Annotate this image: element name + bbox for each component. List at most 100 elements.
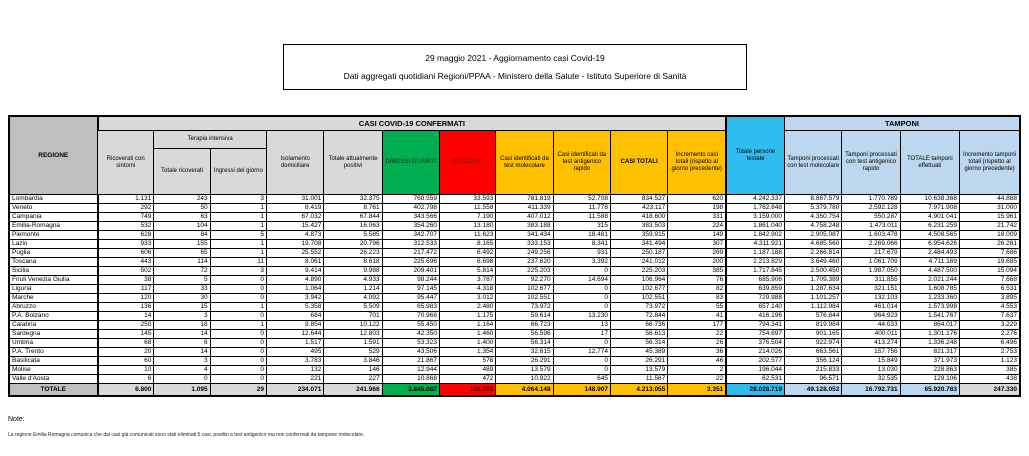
cell-incremento_tamponi_totali: 7.686 (959, 248, 1021, 258)
cell-casi_totali: 359.915 (609, 230, 669, 240)
cell-ricoverati_con_sintomi: 20 (96, 347, 155, 357)
cell-deceduti: 13.180 (438, 221, 497, 231)
table-row: Friuli Venezia Giulia 38 5 0 4.890 4.933 98.24… (8, 275, 1021, 285)
cell-casi_test_antigenico: 14.694 (552, 275, 611, 285)
header-persone-testate: Totale persone testate (725, 115, 786, 195)
cell-dimessi_guariti: 343.566 (381, 212, 440, 222)
cell-dimessi_guariti: 97.145 (381, 284, 440, 294)
cell-incremento_tamponi_totali: 1.123 (959, 356, 1021, 366)
cell-totale_tamponi_effettuati: 1.573.998 (899, 302, 961, 312)
cell-totale_attualmente_positivi: 16.063 (323, 221, 383, 231)
table-row: Lazio 933 155 1 19.708 20.796 312.533 8.165 333.… (8, 239, 1021, 249)
table-row: Sicilia 502 72 3 9.414 9.988 209.401 5.814 225.2… (8, 266, 1021, 276)
cell-incremento_tamponi_totali: 31.000 (959, 203, 1021, 213)
cell-tamponi_test_antigenico: 400.011 (841, 329, 901, 339)
cell-incremento_casi_totali: 22 (667, 374, 727, 384)
cell-dimessi_guariti: 43.506 (381, 347, 440, 357)
cell-casi_test_molecolare: 225.203 (495, 266, 554, 276)
cell-totale_attualmente_positivi: 5.585 (323, 230, 383, 240)
cell-isolamento_domiciliare: 5.358 (265, 302, 325, 312)
cell-casi_totali: 423.117 (609, 203, 669, 213)
header-incremento-casi: Incremento casi totali (rispetto al gior… (667, 130, 727, 195)
cell-tamponi_test_antigenico: 1.603.478 (841, 230, 901, 240)
cell-tamponi_test_antigenico: 32.535 (841, 374, 901, 384)
report-title: 29 maggio 2021 - Aggiornamento casi Covi… (425, 53, 605, 63)
cell-isolamento_domiciliare: 1.064 (265, 284, 325, 294)
cell-terapia_intensiva_totale: 84 (153, 230, 211, 240)
cell-totale_tamponi_effettuati: 4.508.565 (899, 230, 961, 240)
cell-totale_tamponi_effettuati: 7.971.908 (899, 203, 961, 213)
cell-isolamento_domiciliare: 4.890 (265, 275, 325, 285)
header-isolamento: Isolamento domiciliare (265, 130, 325, 195)
region-name: Sardegna (8, 329, 99, 339)
cell-tamponi_test_antigenico: 1.987.050 (841, 266, 901, 276)
cell-dimessi_guariti: 3.845.087 (381, 383, 440, 397)
cell-casi_test_antigenico: 12.774 (552, 347, 611, 357)
table-row: Valle d'Aosta 6 0 0 221 227 10.868 472 10.922 645… (8, 374, 1021, 384)
header-casi-molecolare: Casi identificati da test molecolare (495, 130, 554, 195)
cell-terapia_intensiva_ingressi: 1 (209, 212, 268, 222)
cell-casi_totali: 418.600 (609, 212, 669, 222)
cell-tamponi_test_antigenico: 44.033 (841, 320, 901, 330)
region-name: Umbria (8, 338, 99, 348)
cell-deceduti: 6.492 (438, 248, 497, 258)
cell-terapia_intensiva_totale: 3 (153, 311, 211, 321)
cell-casi_test_molecolare: 59.614 (495, 311, 554, 321)
region-name: Basilicata (8, 356, 99, 366)
cell-incremento_tamponi_totali: 18.009 (959, 230, 1021, 240)
group-header-tamponi: TAMPONI (784, 115, 1021, 131)
cell-casi_test_molecolare: 4.064.148 (495, 383, 554, 397)
total-label: TOTALE (8, 383, 99, 397)
cell-casi_test_molecolare: 56.314 (495, 338, 554, 348)
cell-incremento_casi_totali: 198 (667, 203, 727, 213)
cell-tamponi_test_antigenico: 550.287 (841, 212, 901, 222)
cell-terapia_intensiva_totale: 63 (153, 212, 211, 222)
cell-casi_test_antigenico: 13 (552, 320, 611, 330)
cell-totale_attualmente_positivi: 227 (323, 374, 383, 384)
cell-deceduti: 7.190 (438, 212, 497, 222)
cell-tamponi_test_antigenico: 13.030 (841, 365, 901, 375)
cell-deceduti: 6.698 (438, 257, 497, 267)
cell-incremento_casi_totali: 26 (667, 338, 727, 348)
cell-ricoverati_con_sintomi: 136 (96, 302, 155, 312)
cell-totale_attualmente_positivi: 3.846 (323, 356, 383, 366)
header-casi-antigenico: Casi identificati da test antigenico rap… (552, 130, 611, 195)
cell-terapia_intensiva_ingressi: 1 (209, 239, 268, 249)
cell-tamponi_test_molecolare: 1.101.257 (784, 293, 843, 303)
region-name: Molise (8, 365, 99, 375)
region-name: Friuli Venezia Giulia (8, 275, 99, 285)
cell-casi_test_antigenico: 3.392 (552, 257, 611, 267)
cell-casi_totali: 102.677 (609, 284, 669, 294)
cell-isolamento_domiciliare: 132 (265, 365, 325, 375)
cell-casi_test_antigenico: 11.778 (552, 203, 611, 213)
table-row: Abruzzo 136 15 1 5.358 5.509 65.983 2.480 73.972… (8, 302, 1021, 312)
cell-incremento_tamponi_totali: 4.553 (959, 302, 1021, 312)
cell-deceduti: 126.002 (438, 383, 497, 397)
region-name: Marche (8, 293, 99, 303)
cell-terapia_intensiva_totale: 3 (153, 356, 211, 366)
table-row: P.A. Trento 20 14 0 495 529 43.506 1.354 32.615 1… (8, 347, 1021, 357)
cell-casi_test_antigenico: 0 (552, 356, 611, 366)
cell-isolamento_domiciliare: 9.414 (265, 266, 325, 276)
cell-isolamento_domiciliare: 25.552 (265, 248, 325, 258)
cell-terapia_intensiva_totale: 104 (153, 221, 211, 231)
cell-terapia_intensiva_totale: 33 (153, 284, 211, 294)
cell-tamponi_test_antigenico: 157.756 (841, 347, 901, 357)
cell-totale_attualmente_positivi: 146 (323, 365, 383, 375)
cell-casi_totali: 72.844 (609, 311, 669, 321)
cell-tamponi_test_antigenico: 2.269.066 (841, 239, 901, 249)
cell-deceduti: 33.593 (438, 194, 497, 204)
cell-totale_persone_testate: 1.842.902 (725, 230, 786, 240)
cell-isolamento_domiciliare: 12.644 (265, 329, 325, 339)
header-ingressi-giorno: Ingressi del giorno (209, 148, 268, 195)
cell-ricoverati_con_sintomi: 117 (96, 284, 155, 294)
cell-incremento_casi_totali: 307 (667, 239, 727, 249)
cell-tamponi_test_molecolare: 4.350.754 (784, 212, 843, 222)
table-row: Veneto 292 50 1 8.419 8.761 402.798 11.558 411.3… (8, 203, 1021, 213)
cell-dimessi_guariti: 209.401 (381, 266, 440, 276)
cell-terapia_intensiva_ingressi: 3 (209, 194, 268, 204)
cell-tamponi_test_molecolare: 2.500.450 (784, 266, 843, 276)
report-subtitle: Dati aggregati quotidiani Regioni/PPAA -… (343, 71, 687, 81)
cell-casi_test_molecolare: 383.188 (495, 221, 554, 231)
cell-incremento_tamponi_totali: 3.229 (959, 320, 1021, 330)
